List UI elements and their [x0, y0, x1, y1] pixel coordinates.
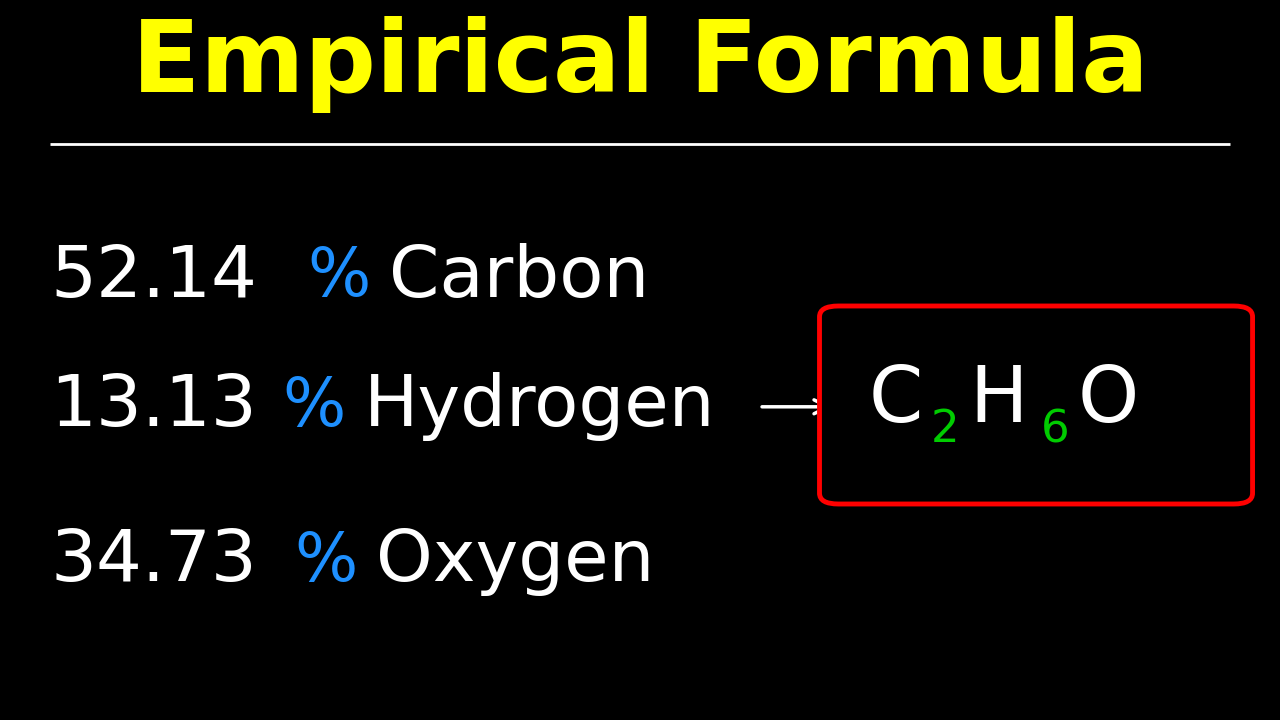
Text: %: % [294, 528, 358, 595]
Text: 52.14: 52.14 [50, 243, 257, 312]
Text: 13.13: 13.13 [50, 372, 257, 441]
Text: Hydrogen: Hydrogen [364, 372, 716, 441]
Text: H: H [969, 361, 1028, 438]
Text: %: % [283, 374, 346, 440]
Text: C: C [868, 361, 923, 438]
Text: 34.73: 34.73 [50, 527, 257, 596]
Text: Carbon: Carbon [389, 243, 649, 312]
Text: 6: 6 [1041, 408, 1069, 451]
Text: Empirical Formula: Empirical Formula [132, 17, 1148, 113]
Text: O: O [1078, 361, 1139, 438]
FancyBboxPatch shape [819, 306, 1253, 504]
Text: 2: 2 [932, 408, 960, 451]
Text: Oxygen: Oxygen [376, 527, 655, 596]
Text: %: % [307, 244, 371, 310]
